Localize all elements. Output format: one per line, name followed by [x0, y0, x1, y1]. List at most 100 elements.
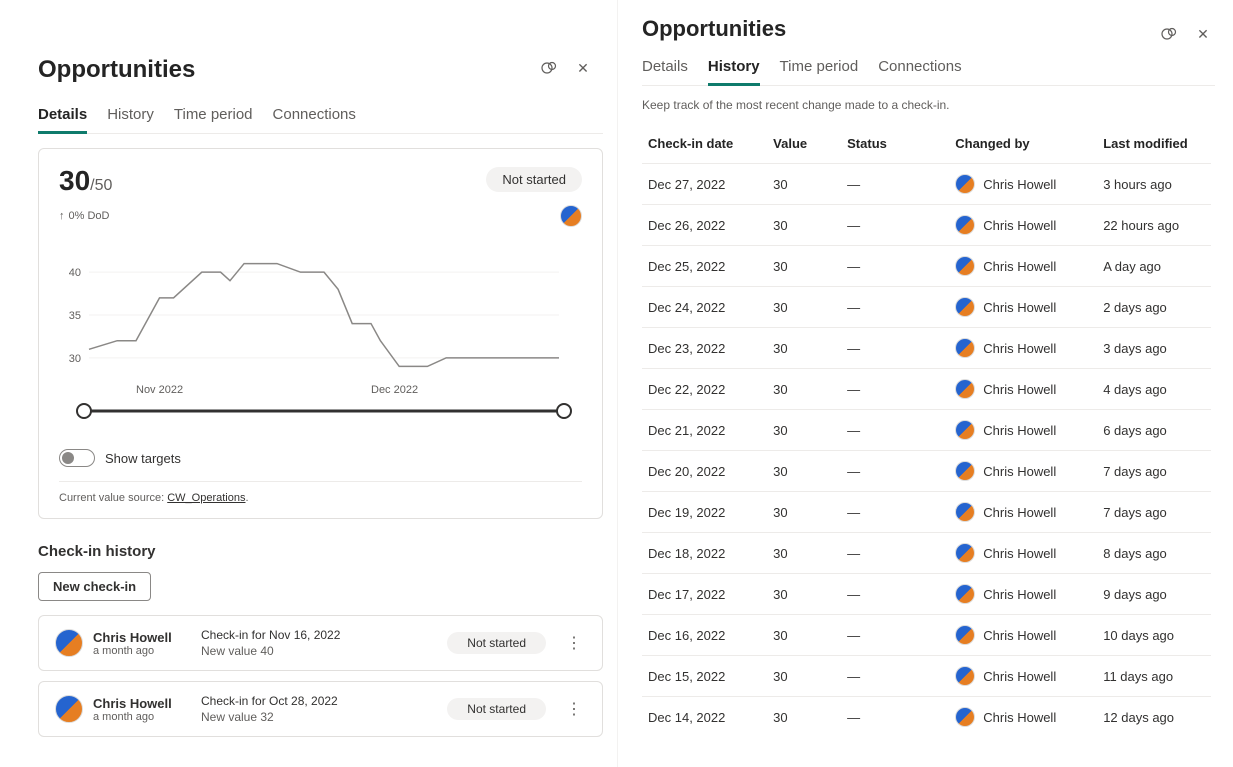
cell-value: 30 — [767, 615, 841, 656]
cell-status: — — [841, 246, 949, 287]
changed-by-name: Chris Howell — [983, 710, 1056, 725]
table-row[interactable]: Dec 18, 202230—Chris Howell8 days ago — [642, 533, 1211, 574]
table-row[interactable]: Dec 21, 202230—Chris Howell6 days ago — [642, 410, 1211, 451]
cell-modified: 3 days ago — [1097, 328, 1211, 369]
more-icon[interactable]: ⋮ — [562, 699, 586, 719]
cell-status: — — [841, 451, 949, 492]
cell-value: 30 — [767, 533, 841, 574]
tab-details[interactable]: Details — [38, 98, 87, 133]
table-row[interactable]: Dec 16, 202230—Chris Howell10 days ago — [642, 615, 1211, 656]
table-row[interactable]: Dec 20, 202230—Chris Howell7 days ago — [642, 451, 1211, 492]
table-row[interactable]: Dec 15, 202230—Chris Howell11 days ago — [642, 656, 1211, 697]
new-checkin-button[interactable]: New check-in — [38, 572, 151, 601]
table-row[interactable]: Dec 25, 202230—Chris HowellA day ago — [642, 246, 1211, 287]
cell-modified: A day ago — [1097, 246, 1211, 287]
changed-by-name: Chris Howell — [983, 423, 1056, 438]
col-last-modified[interactable]: Last modified — [1097, 126, 1211, 164]
avatar — [955, 420, 975, 440]
cell-value: 30 — [767, 574, 841, 615]
table-row[interactable]: Dec 22, 202230—Chris Howell4 days ago — [642, 369, 1211, 410]
cell-value: 30 — [767, 656, 841, 697]
cell-date: Dec 14, 2022 — [642, 697, 767, 737]
table-row[interactable]: Dec 19, 202230—Chris Howell7 days ago — [642, 492, 1211, 533]
table-row[interactable]: Dec 26, 202230—Chris Howell22 hours ago — [642, 205, 1211, 246]
cell-modified: 8 days ago — [1097, 533, 1211, 574]
cell-changed-by: Chris Howell — [949, 369, 1097, 410]
range-handle-end[interactable] — [557, 404, 571, 418]
avatar — [955, 338, 975, 358]
line-chart-svg: 303540Nov 2022Dec 2022 — [59, 245, 579, 435]
col-check-in-date[interactable]: Check-in date — [642, 126, 767, 164]
range-handle-start[interactable] — [77, 404, 91, 418]
cell-changed-by: Chris Howell — [949, 697, 1097, 737]
avatar — [955, 502, 975, 522]
close-icon[interactable]: ✕ — [1193, 24, 1213, 44]
checkin-item[interactable]: Chris Howella month ago Check-in for Oct … — [38, 681, 603, 737]
tab-time-period[interactable]: Time period — [174, 98, 253, 133]
table-row[interactable]: Dec 23, 202230—Chris Howell3 days ago — [642, 328, 1211, 369]
changed-by-name: Chris Howell — [983, 259, 1056, 274]
cell-date: Dec 17, 2022 — [642, 574, 767, 615]
tab-connections[interactable]: Connections — [273, 98, 356, 133]
col-changed-by[interactable]: Changed by — [949, 126, 1097, 164]
owner-avatar[interactable] — [560, 205, 582, 227]
checkin-item[interactable]: Chris Howella month agoCheck-in for Nov … — [38, 615, 603, 671]
changed-by-name: Chris Howell — [983, 177, 1056, 192]
changed-by-name: Chris Howell — [983, 464, 1056, 479]
cell-changed-by: Chris Howell — [949, 328, 1097, 369]
cell-modified: 4 days ago — [1097, 369, 1211, 410]
svg-text:35: 35 — [69, 310, 81, 322]
cell-modified: 12 days ago — [1097, 697, 1211, 737]
close-icon[interactable]: ✕ — [573, 58, 593, 78]
cell-modified: 11 days ago — [1097, 656, 1211, 697]
more-icon[interactable]: ⋮ — [562, 633, 586, 653]
copilot-icon[interactable] — [539, 58, 559, 78]
col-status[interactable]: Status — [841, 126, 949, 164]
history-panel: ✕ Opportunities Details History Time perio… — [617, 0, 1233, 767]
svg-text:Dec 2022: Dec 2022 — [371, 384, 418, 396]
tab-connections[interactable]: Connections — [878, 50, 961, 85]
cell-date: Dec 15, 2022 — [642, 656, 767, 697]
show-targets-label: Show targets — [105, 451, 181, 466]
col-value[interactable]: Value — [767, 126, 841, 164]
cell-status: — — [841, 164, 949, 205]
tab-history[interactable]: History — [107, 98, 154, 133]
cell-modified: 22 hours ago — [1097, 205, 1211, 246]
changed-by-name: Chris Howell — [983, 587, 1056, 602]
tab-details[interactable]: Details — [642, 50, 688, 85]
tab-history[interactable]: History — [708, 50, 760, 85]
cell-value: 30 — [767, 287, 841, 328]
cell-status: — — [841, 615, 949, 656]
cell-changed-by: Chris Howell — [949, 574, 1097, 615]
table-row[interactable]: Dec 14, 202230—Chris Howell12 days ago — [642, 697, 1211, 737]
changed-by-name: Chris Howell — [983, 341, 1056, 356]
copilot-icon[interactable] — [1159, 24, 1179, 44]
show-targets-toggle[interactable] — [59, 449, 95, 467]
cell-modified: 7 days ago — [1097, 492, 1211, 533]
table-row[interactable]: Dec 17, 202230—Chris Howell9 days ago — [642, 574, 1211, 615]
cell-modified: 7 days ago — [1097, 451, 1211, 492]
history-table-scroll[interactable]: Check-in dateValueStatusChanged byLast m… — [642, 126, 1215, 736]
avatar — [955, 584, 975, 604]
cell-date: Dec 21, 2022 — [642, 410, 767, 451]
avatar — [955, 174, 975, 194]
checkin-title: Check-in for Oct 28, 2022 — [201, 694, 431, 708]
table-row[interactable]: Dec 24, 202230—Chris Howell2 days ago — [642, 287, 1211, 328]
avatar — [955, 297, 975, 317]
table-row[interactable]: Dec 27, 202230—Chris Howell3 hours ago — [642, 164, 1211, 205]
checkin-desc: Check-in for Nov 16, 2022New value 40 — [201, 628, 431, 658]
right-header-actions: ✕ — [1159, 24, 1213, 44]
avatar — [55, 629, 83, 657]
checkin-list: Chris Howella month ago Check-in for Nov … — [38, 615, 603, 737]
history-body: Dec 27, 202230—Chris Howell3 hours agoDe… — [642, 164, 1211, 737]
cell-status: — — [841, 697, 949, 737]
page-title: Opportunities — [642, 16, 1215, 42]
source-link[interactable]: CW_Operations — [167, 492, 245, 504]
cell-status: — — [841, 574, 949, 615]
tab-time-period[interactable]: Time period — [780, 50, 859, 85]
checkin-author: Chris Howella month ago — [55, 695, 185, 723]
svg-text:30: 30 — [69, 353, 81, 365]
changed-by-name: Chris Howell — [983, 300, 1056, 315]
avatar — [955, 256, 975, 276]
cell-date: Dec 18, 2022 — [642, 533, 767, 574]
